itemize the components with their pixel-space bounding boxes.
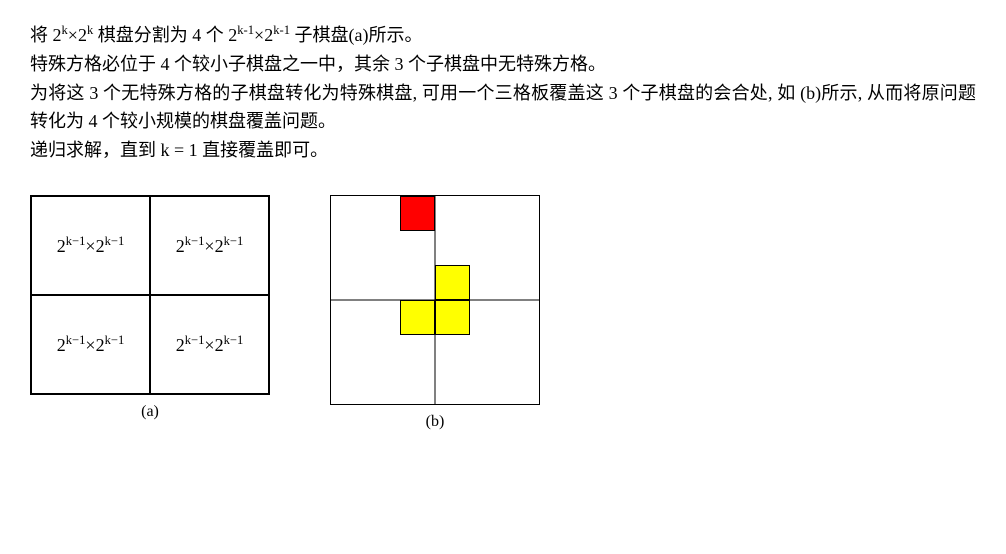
figure-b-cell (366, 369, 401, 404)
figure-b-cell (470, 369, 505, 404)
p1-pre: 将 2 (30, 25, 62, 45)
figure-b-cell (400, 265, 435, 300)
p1-post: 子棋盘(a)所示。 (290, 25, 422, 45)
figure-b-cell (435, 196, 470, 231)
cell-label: 2k−1×2k−1 (176, 231, 244, 261)
figure-b-cell (366, 231, 401, 266)
figures-row: 2k−1×2k−1 2k−1×2k−1 2k−1×2k−1 2k−1×2k−1 … (30, 195, 976, 435)
figure-b-cell (331, 196, 366, 231)
figure-b-cell (504, 196, 539, 231)
figure-a-grid: 2k−1×2k−1 2k−1×2k−1 2k−1×2k−1 2k−1×2k−1 (30, 195, 270, 395)
cell-label: 2k−1×2k−1 (57, 231, 125, 261)
paragraph-4: 递归求解，直到 k = 1 直接覆盖即可。 (30, 136, 976, 165)
figure-b-cell (435, 231, 470, 266)
figure-a-cell: 2k−1×2k−1 (150, 295, 269, 394)
figure-b-cell (435, 369, 470, 404)
figure-b-cell (435, 300, 470, 335)
figure-a-cell: 2k−1×2k−1 (150, 196, 269, 295)
figure-b-cell (400, 300, 435, 335)
figure-b-cell (400, 231, 435, 266)
figure-b-cell (470, 265, 505, 300)
figure-b-cell (504, 335, 539, 370)
figure-b-caption: (b) (426, 409, 445, 435)
figure-b-cell (366, 300, 401, 335)
figure-b-cell (366, 335, 401, 370)
cell-label: 2k−1×2k−1 (57, 330, 125, 360)
figure-b-cell (470, 196, 505, 231)
p1-sup4: k-1 (273, 23, 290, 37)
figure-a-caption: (a) (141, 399, 159, 425)
cell-label: 2k−1×2k−1 (176, 330, 244, 360)
p1-mid2: 棋盘分割为 4 个 2 (93, 25, 237, 45)
figure-b-midline-v (435, 195, 436, 405)
figure-b-cell (331, 369, 366, 404)
figure-a-cell: 2k−1×2k−1 (31, 196, 150, 295)
paragraph-3: 为将这 3 个无特殊方格的子棋盘转化为特殊棋盘, 可用一个三格板覆盖这 3 个子… (30, 79, 976, 137)
figure-b-cell (470, 231, 505, 266)
figure-b-cell (470, 300, 505, 335)
figure-b-cell (331, 231, 366, 266)
paragraph-1: 将 2k×2k 棋盘分割为 4 个 2k-1×2k-1 子棋盘(a)所示。 (30, 20, 976, 50)
p1-sup3: k-1 (237, 23, 254, 37)
figure-b-cell (366, 196, 401, 231)
figure-b-cell (331, 300, 366, 335)
p1-mid3: ×2 (254, 25, 273, 45)
figure-b-cell (435, 335, 470, 370)
figure-b-cell (400, 369, 435, 404)
figure-b-cell (400, 196, 435, 231)
figure-b-cell (331, 265, 366, 300)
figure-b-cell (470, 335, 505, 370)
figure-b-wrap (330, 195, 540, 405)
figure-b-cell (366, 265, 401, 300)
figure-a: 2k−1×2k−1 2k−1×2k−1 2k−1×2k−1 2k−1×2k−1 … (30, 195, 270, 425)
figure-b-cell (504, 265, 539, 300)
figure-b-cell (435, 265, 470, 300)
figure-a-cell: 2k−1×2k−1 (31, 295, 150, 394)
figure-b: (b) (330, 195, 540, 435)
figure-b-cell (400, 335, 435, 370)
figure-b-cell (504, 369, 539, 404)
description-text: 将 2k×2k 棋盘分割为 4 个 2k-1×2k-1 子棋盘(a)所示。 特殊… (30, 20, 976, 165)
figure-b-cell (504, 300, 539, 335)
figure-b-cell (504, 231, 539, 266)
paragraph-2: 特殊方格必位于 4 个较小子棋盘之一中，其余 3 个子棋盘中无特殊方格。 (30, 50, 976, 79)
figure-b-cell (331, 335, 366, 370)
p1-mid1: ×2 (68, 25, 87, 45)
